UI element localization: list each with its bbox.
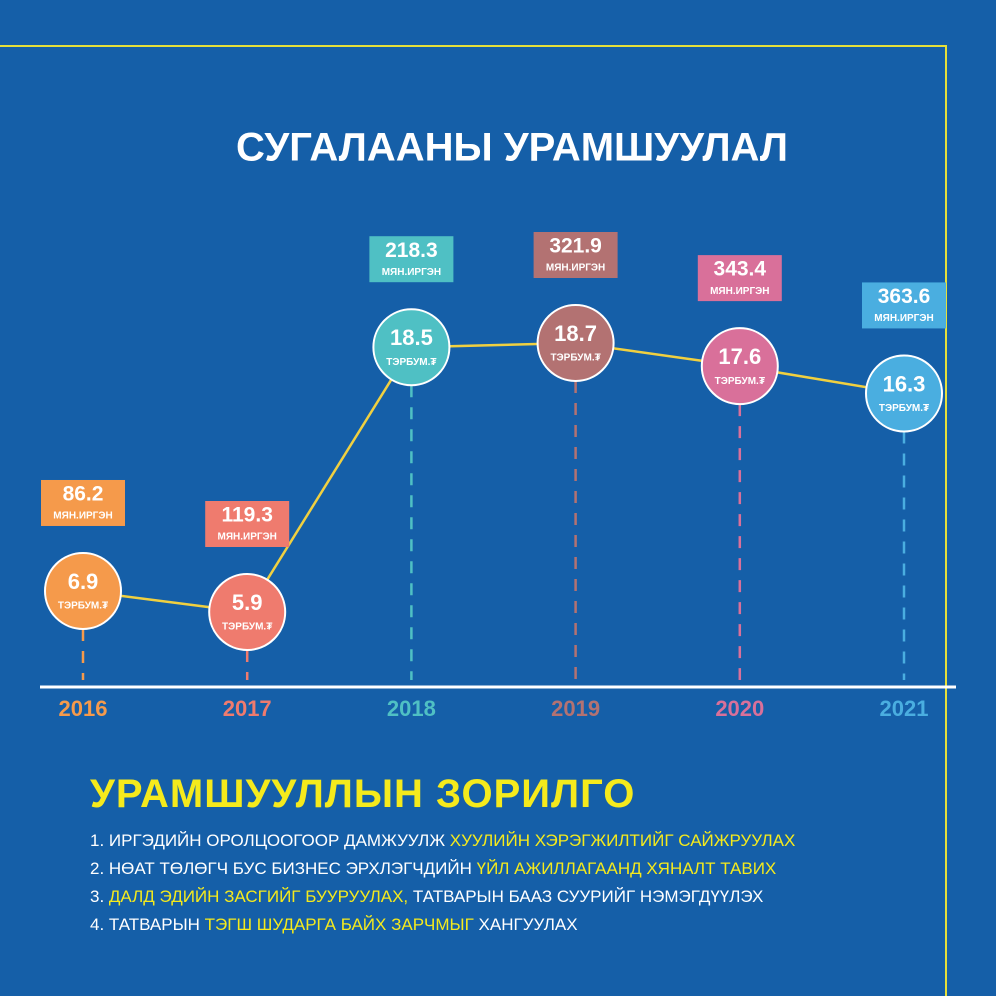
goals: УРАМШУУЛЛЫН ЗОРИЛГО 1. ИРГЭДИЙН ОРОЛЦООГ… xyxy=(90,772,930,939)
value-circle xyxy=(536,304,615,382)
goal-item: 4. ТАТВАРЫН ТЭГШ ШУДАРГА БАЙХ ЗАРЧМЫГ ХА… xyxy=(90,911,930,939)
value-unit: ТЭРБУМ.₮ xyxy=(550,353,600,364)
participants-unit: МЯН.ИРГЭН xyxy=(710,286,769,297)
value-label: 16.3 xyxy=(883,371,926,396)
goal-item: 2. НӨАТ ТӨЛӨГЧ БУС БИЗНЕС ЭРХЛЭГЧДИЙН ҮЙ… xyxy=(90,855,930,883)
value-unit: ТЭРБУМ.₮ xyxy=(879,403,929,414)
value-circle xyxy=(372,308,451,387)
participants-unit: МЯН.ИРГЭН xyxy=(218,532,277,543)
participants-unit: МЯН.ИРГЭН xyxy=(546,263,605,274)
goal-text: ТАТВАРЫН БААЗ СУУРИЙГ НЭМЭГДҮҮЛЭХ xyxy=(412,887,764,906)
value-circle xyxy=(865,354,943,433)
goal-text: 3. xyxy=(90,887,105,906)
participants-unit: МЯН.ИРГЭН xyxy=(382,267,441,278)
value-unit: ТЭРБУМ.₮ xyxy=(386,357,436,368)
value-label: 18.7 xyxy=(554,321,597,346)
goal-item: 1. ИРГЭДИЙН ОРОЛЦООГООР ДАМЖУУЛЖ ХУУЛИЙН… xyxy=(90,827,930,855)
x-tick-label: 2017 xyxy=(223,696,272,721)
value-label: 17.6 xyxy=(718,344,761,369)
value-circle xyxy=(700,327,779,406)
participants-label: 86.2 xyxy=(63,483,104,506)
value-unit: ТЭРБУМ.₮ xyxy=(58,601,108,612)
goal-text: 2. НӨАТ ТӨЛӨГЧ БУС БИЗНЕС ЭРХЛЭГЧДИЙН xyxy=(90,859,472,878)
goal-text: 4. ТАТВАРЫН xyxy=(90,915,200,934)
participants-box xyxy=(41,479,125,526)
participants-box xyxy=(533,232,618,278)
value-label: 5.9 xyxy=(232,590,263,615)
goals-title: УРАМШУУЛЛЫН ЗОРИЛГО xyxy=(90,772,636,816)
participants-label: 343.4 xyxy=(714,258,767,281)
participants-label: 218.3 xyxy=(385,239,438,262)
participants-label: 363.6 xyxy=(878,285,931,308)
goal-text: ХАНГУУЛАХ xyxy=(478,915,578,934)
goal-text: 1. ИРГЭДИЙН ОРОЛЦООГООР ДАМЖУУЛЖ xyxy=(90,831,446,850)
participants-box xyxy=(369,236,454,283)
participants-unit: МЯН.ИРГЭН xyxy=(53,511,112,522)
x-tick-label: 2018 xyxy=(387,696,436,721)
x-tick-label: 2019 xyxy=(551,696,600,721)
x-tick-label: 2020 xyxy=(715,696,764,721)
value-label: 18.5 xyxy=(390,325,433,350)
trend-line xyxy=(82,341,905,614)
participants-unit: МЯН.ИРГЭН xyxy=(874,313,933,324)
value-unit: ТЭРБУМ.₮ xyxy=(715,376,765,387)
goal-item: 3. ДАЛД ЭДИЙН ЗАСГИЙГ БУУРУУЛАХ, ТАТВАРЫ… xyxy=(90,883,930,911)
x-tick-label: 2021 xyxy=(880,696,929,721)
goal-text: ТЭГШ ШУДАРГА БАЙХ ЗАРЧМЫГ xyxy=(204,915,474,934)
goal-text: ХУУЛИЙН ХЭРЭГЖИЛТИЙГ САЙЖРУУЛАХ xyxy=(449,831,796,850)
chart-title: СУГАЛААНЫ УРАМШУУЛАЛ xyxy=(236,126,788,170)
value-circle xyxy=(208,573,287,651)
participants-label: 321.9 xyxy=(549,235,602,258)
goal-text: ҮЙЛ АЖИЛЛАГААНД ХЯНАЛТ ТАВИХ xyxy=(476,859,777,878)
value-unit: ТЭРБУМ.₮ xyxy=(222,622,272,633)
value-label: 6.9 xyxy=(68,569,99,594)
x-tick-label: 2016 xyxy=(59,696,108,721)
participants-box xyxy=(697,255,782,302)
participants-box xyxy=(862,282,946,329)
goal-text: ДАЛД ЭДИЙН ЗАСГИЙГ БУУРУУЛАХ, xyxy=(108,887,409,906)
value-circle xyxy=(44,551,122,630)
participants-label: 119.3 xyxy=(221,504,272,527)
participants-box xyxy=(205,501,290,547)
frame xyxy=(0,45,947,996)
